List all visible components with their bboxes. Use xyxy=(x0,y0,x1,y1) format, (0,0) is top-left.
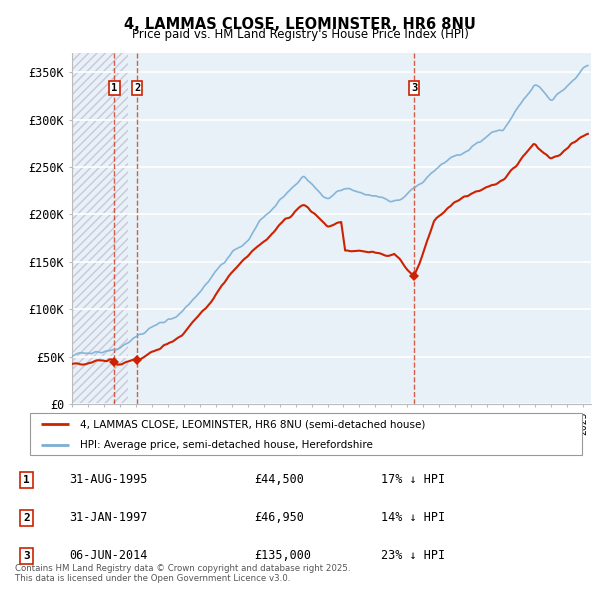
Text: HPI: Average price, semi-detached house, Herefordshire: HPI: Average price, semi-detached house,… xyxy=(80,440,373,450)
Text: 06-JUN-2014: 06-JUN-2014 xyxy=(70,549,148,562)
Text: 23% ↓ HPI: 23% ↓ HPI xyxy=(380,549,445,562)
Text: 4, LAMMAS CLOSE, LEOMINSTER, HR6 8NU (semi-detached house): 4, LAMMAS CLOSE, LEOMINSTER, HR6 8NU (se… xyxy=(80,419,425,430)
Text: 31-AUG-1995: 31-AUG-1995 xyxy=(70,473,148,486)
Text: 3: 3 xyxy=(411,83,417,93)
Text: 1: 1 xyxy=(112,83,118,93)
Text: 2: 2 xyxy=(23,513,30,523)
Text: Price paid vs. HM Land Registry's House Price Index (HPI): Price paid vs. HM Land Registry's House … xyxy=(131,28,469,41)
Text: £46,950: £46,950 xyxy=(254,511,304,525)
Text: 31-JAN-1997: 31-JAN-1997 xyxy=(70,511,148,525)
Text: 4, LAMMAS CLOSE, LEOMINSTER, HR6 8NU: 4, LAMMAS CLOSE, LEOMINSTER, HR6 8NU xyxy=(124,17,476,31)
FancyBboxPatch shape xyxy=(30,413,582,455)
Text: £44,500: £44,500 xyxy=(254,473,304,486)
Text: Contains HM Land Registry data © Crown copyright and database right 2025.
This d: Contains HM Land Registry data © Crown c… xyxy=(15,563,350,583)
Text: 1: 1 xyxy=(23,475,30,485)
Text: 3: 3 xyxy=(23,550,30,560)
Text: 17% ↓ HPI: 17% ↓ HPI xyxy=(380,473,445,486)
Text: £135,000: £135,000 xyxy=(254,549,311,562)
Text: 14% ↓ HPI: 14% ↓ HPI xyxy=(380,511,445,525)
Text: 2: 2 xyxy=(134,83,140,93)
